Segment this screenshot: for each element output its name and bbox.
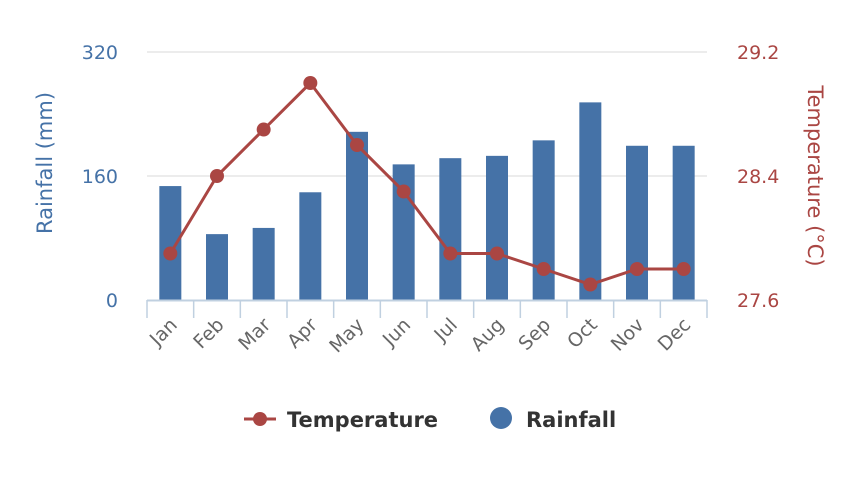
rainfall-bar[interactable] — [626, 145, 648, 300]
x-tick-label: Mar — [234, 314, 275, 355]
temperature-point[interactable] — [163, 246, 178, 261]
left-tick-label: 0 — [106, 290, 118, 312]
legend-item-temperature[interactable]: Temperature — [244, 408, 438, 432]
temperature-point[interactable] — [536, 262, 551, 276]
right-tick-label: 27.6 — [737, 290, 779, 312]
x-tick-label: Apr — [283, 314, 322, 353]
x-tick-label: Dec — [654, 314, 696, 356]
temperature-point[interactable] — [256, 122, 271, 137]
legend: Temperature Rainfall — [244, 407, 616, 432]
temperature-point[interactable] — [676, 262, 691, 276]
temperature-point[interactable] — [583, 277, 598, 292]
rainfall-bar[interactable] — [532, 140, 555, 300]
rainfall-bar[interactable] — [439, 158, 462, 300]
x-tick-label: Jul — [429, 314, 461, 346]
temperature-point[interactable] — [350, 138, 364, 152]
rainfall-bar[interactable] — [252, 227, 275, 300]
left-axis-title: Rainfall (mm) — [33, 92, 57, 234]
legend-label-rainfall: Rainfall — [526, 408, 616, 432]
temperature-point[interactable] — [630, 262, 644, 276]
temperature-point[interactable] — [443, 246, 458, 261]
x-tick-label: Aug — [467, 314, 509, 356]
rainfall-bar[interactable] — [299, 192, 322, 300]
left-tick-label: 160 — [82, 166, 118, 188]
left-tick-label: 320 — [82, 42, 118, 64]
rainfall-bar[interactable] — [486, 155, 508, 300]
x-tick-label: Jan — [145, 314, 182, 351]
x-tick-label: May — [325, 314, 368, 357]
x-tick-label: Feb — [189, 314, 228, 353]
right-tick-label: 29.2 — [737, 42, 779, 64]
legend-label-temperature: Temperature — [287, 408, 438, 432]
rainfall-bar[interactable] — [346, 131, 368, 300]
x-tick-label: Sep — [514, 314, 555, 355]
right-axis-title: Temperature (°C) — [803, 84, 827, 266]
temperature-point[interactable] — [396, 184, 411, 199]
temperature-line — [169, 80, 684, 287]
rainfall-bar[interactable] — [672, 145, 695, 300]
rainfall-bar[interactable] — [206, 234, 228, 300]
x-tick-label: Jun — [378, 314, 415, 351]
temperature-point[interactable] — [210, 169, 224, 183]
x-tick-label: Nov — [607, 314, 649, 356]
right-tick-label: 28.4 — [737, 166, 779, 188]
temperature-point[interactable] — [303, 76, 318, 90]
x-tick-label: Oct — [563, 314, 602, 353]
rainfall-bar[interactable] — [159, 186, 182, 300]
temperature-point[interactable] — [490, 246, 504, 261]
legend-item-rainfall[interactable]: Rainfall — [490, 407, 616, 432]
rainfall-bar[interactable] — [579, 102, 602, 300]
